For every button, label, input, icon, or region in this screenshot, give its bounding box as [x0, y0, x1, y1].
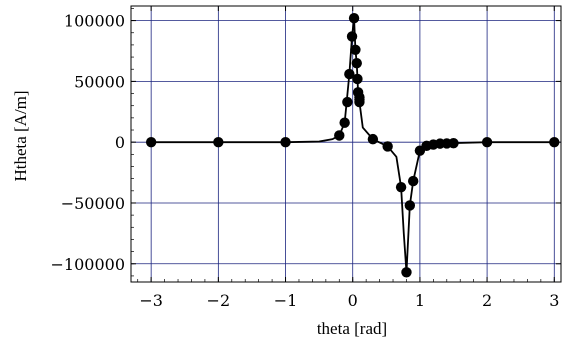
data-points [145, 12, 560, 278]
data-point [280, 136, 291, 148]
x-tick-label: −2 [207, 291, 231, 310]
data-point [339, 117, 350, 128]
y-tick-label: 50000 [74, 72, 125, 91]
data-point [351, 57, 362, 69]
data-point [350, 44, 361, 55]
y-tick-label: 0 [115, 133, 125, 152]
data-point [344, 68, 355, 80]
y-tick-label: −50000 [61, 194, 125, 213]
data-point [342, 96, 353, 108]
data-point [348, 12, 360, 24]
data-point [401, 267, 412, 278]
data-point [404, 200, 416, 211]
data-point [334, 130, 345, 141]
data-point [549, 136, 560, 148]
axis-ticks: −3 −2 −1 0 1 2 3 −100000 −50000 0 50000 100000 [51, 6, 561, 310]
y-axis-label: Htheta [A/m] [11, 90, 30, 181]
x-tick-label: 1 [415, 291, 425, 310]
data-point [367, 133, 379, 145]
x-tick-label: 0 [348, 291, 358, 310]
data-point [407, 175, 419, 187]
x-tick-label: −3 [139, 291, 163, 310]
y-tick-label: 100000 [64, 12, 125, 31]
x-tick-label: 3 [549, 291, 559, 310]
data-point [382, 141, 393, 152]
data-point [395, 181, 407, 193]
data-point [346, 31, 358, 42]
data-point [213, 136, 224, 148]
data-point [352, 73, 363, 85]
data-point [448, 137, 459, 149]
x-tick-label: 2 [482, 291, 492, 310]
x-axis-label: theta [rad] [317, 319, 387, 338]
x-tick-label: −1 [274, 291, 298, 310]
plot-area [130, 5, 562, 283]
data-point [481, 136, 493, 148]
y-tick-label: −100000 [51, 255, 125, 274]
data-point [354, 96, 365, 108]
data-point [145, 136, 157, 148]
